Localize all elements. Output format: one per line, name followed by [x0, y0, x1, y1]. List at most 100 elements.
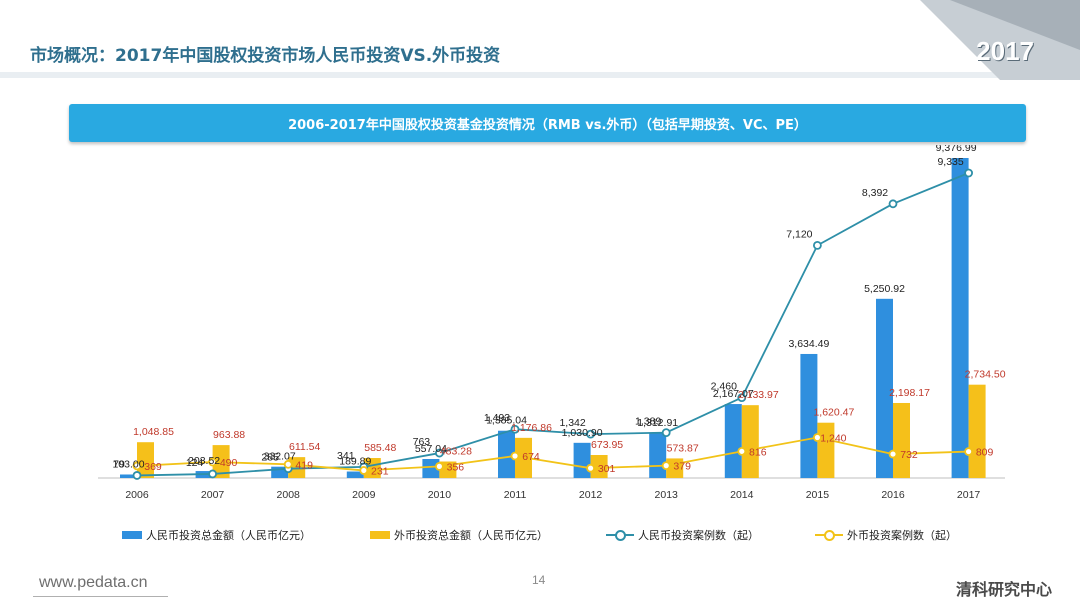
- bar-fx-amount-2016: [893, 402, 910, 478]
- label-rmb-cases-2007: 124: [186, 457, 204, 469]
- bar-rmb-amount-2011: [498, 430, 515, 478]
- label-fx-cases-2013: 379: [673, 461, 691, 473]
- label-rmb-cases-2010: 763: [413, 436, 431, 448]
- x-tick-label-2016: 2016: [881, 489, 905, 501]
- bar-rmb-amount-2012: [573, 442, 591, 478]
- bar-rmb-amount-2015: [800, 353, 818, 478]
- title-underline-bar: [0, 72, 1080, 78]
- point-rmb-cases-2010: [434, 448, 444, 458]
- bar-fx-amount-2006: [137, 442, 154, 478]
- label-rmb-amount-2016: 5,250.92: [864, 283, 905, 295]
- x-tick-label-2013: 2013: [655, 489, 679, 501]
- bar-rmb-amount-2016: [876, 298, 893, 478]
- bar-fx-amount-2008: [288, 457, 306, 478]
- legend-item-rmb-amount: 人民币投资总金额（人民币亿元）: [122, 527, 311, 543]
- bar-rmb-amount-2010: [422, 458, 440, 478]
- label-fx-amount-2008: 611.54: [289, 441, 320, 453]
- x-tick-label-2015: 2015: [806, 489, 830, 501]
- x-tick-label-2010: 2010: [428, 489, 452, 501]
- label-rmb-cases-2008: 285: [261, 452, 279, 464]
- label-fx-amount-2012: 673.95: [591, 439, 623, 451]
- label-rmb-cases-2016: 8,392: [862, 187, 888, 199]
- legend-item-fx-amount: 外币投资总金额（人民币亿元）: [370, 527, 548, 543]
- label-fx-amount-2016: 2,198.17: [889, 387, 930, 399]
- label-rmb-cases-2011: 1,493: [484, 412, 510, 424]
- label-rmb-cases-2015: 7,120: [786, 228, 812, 240]
- legend-line-rmb-cases: [606, 529, 634, 541]
- footer-divider: [33, 596, 168, 597]
- label-rmb-amount-2012: 1,030.90: [562, 427, 603, 439]
- x-tick-label-2006: 2006: [125, 489, 149, 501]
- label-rmb-amount-2009: 189.89: [339, 456, 371, 468]
- point-rmb-cases-2007: [208, 469, 218, 479]
- legend-line-fx-cases: [815, 529, 843, 541]
- bar-rmb-amount-2008: [271, 466, 289, 478]
- label-fx-amount-2015: 1,620.47: [813, 407, 854, 419]
- label-fx-amount-2014: 2,133.97: [738, 389, 779, 401]
- label-rmb-amount-2015: 3,634.49: [788, 338, 829, 350]
- chart-area: 2006 2007 2008 2009 2010 2011 2012 2013 2014 2015…: [98, 145, 1006, 501]
- point-fx-cases-2009: [359, 466, 369, 475]
- label-fx-cases-2017: 809: [976, 447, 994, 459]
- label-fx-amount-2013: 573.87: [667, 442, 699, 454]
- label-fx-cases-2008: 419: [295, 459, 313, 471]
- line-rmb-cases: [136, 172, 969, 477]
- bar-fx-amount-2015: [817, 422, 835, 478]
- label-rmb-amount-2011: 1,385.04: [486, 415, 527, 427]
- point-fx-cases-2008: [283, 459, 293, 469]
- point-rmb-cases-2011: [510, 424, 520, 434]
- x-tick-label-2012: 2012: [579, 489, 603, 501]
- label-rmb-amount-2017: 9,376.99: [936, 145, 977, 154]
- x-tick-label-2011: 2011: [504, 489, 527, 501]
- legend-swatch-rmb-amount: [122, 531, 142, 539]
- label-fx-amount-2017: 2,734.50: [965, 369, 1006, 381]
- bar-rmb-amount-2017: [951, 158, 969, 478]
- point-rmb-cases-2012: [586, 429, 595, 439]
- point-fx-cases-2011: [510, 451, 520, 461]
- label-fx-amount-2009: 585.48: [364, 442, 396, 454]
- label-rmb-amount-2007: 203.52: [188, 455, 220, 467]
- legend-item-fx-cases: 外币投资案例数（起）: [815, 527, 957, 543]
- point-fx-cases-2012: [586, 463, 595, 473]
- label-fx-cases-2014: 816: [749, 446, 767, 458]
- bar-rmb-amount-2014: [724, 404, 742, 478]
- label-fx-amount-2006: 1,048.85: [133, 426, 174, 438]
- label-fx-cases-2010: 356: [447, 461, 465, 473]
- point-fx-cases-2014: [737, 446, 747, 456]
- label-rmb-cases-2009: 341: [337, 450, 355, 462]
- chart-banner: 2006-2017年中国股权投资基金投资情况（RMB vs.外币）（包括早期投资…: [69, 104, 1026, 142]
- legend-item-rmb-cases: 人民币投资案例数（起）: [606, 527, 759, 543]
- bar-rmb-amount-2013: [649, 433, 667, 478]
- point-rmb-cases-2014: [737, 393, 747, 403]
- label-fx-amount-2011: 1,176.86: [511, 422, 552, 434]
- x-tick-label-2007: 2007: [201, 489, 225, 501]
- x-tick-label-2008: 2008: [277, 489, 301, 501]
- label-rmb-amount-2013: 1,312.91: [637, 417, 678, 429]
- label-fx-amount-2010: 483.28: [440, 446, 472, 458]
- legend-label: 人民币投资总金额（人民币亿元）: [146, 529, 311, 542]
- x-tick-label-2014: 2014: [730, 489, 754, 501]
- label-rmb-amount-2006: 103.00: [112, 458, 144, 470]
- legend-swatch-fx-amount: [370, 531, 390, 539]
- point-fx-cases-2013: [661, 461, 671, 471]
- line-fx-cases: [136, 436, 969, 472]
- label-fx-cases-2016: 732: [900, 449, 918, 461]
- point-rmb-cases-2015: [813, 240, 822, 250]
- footer-url: www.pedata.cn: [39, 574, 148, 591]
- legend-label: 外币投资总金额（人民币亿元）: [394, 529, 548, 542]
- label-rmb-cases-2006: 79: [113, 458, 125, 470]
- label-fx-cases-2011: 674: [522, 451, 540, 463]
- page-number: 14: [532, 573, 546, 587]
- label-fx-cases-2012: 301: [598, 463, 616, 475]
- point-fx-cases-2006: [132, 461, 142, 471]
- bar-fx-amount-2014: [741, 405, 759, 478]
- corner-year: 2017: [976, 36, 1034, 66]
- label-rmb-cases-2012: 1,342: [559, 417, 585, 429]
- x-tick-label-2009: 2009: [352, 489, 376, 501]
- point-rmb-cases-2016: [888, 199, 898, 209]
- bar-rmb-amount-2006: [120, 474, 137, 478]
- corner-decoration: [920, 0, 1080, 80]
- point-fx-cases-2010: [434, 461, 444, 471]
- label-rmb-cases-2017: 9,335: [937, 156, 963, 168]
- label-fx-cases-2006: 369: [144, 461, 162, 473]
